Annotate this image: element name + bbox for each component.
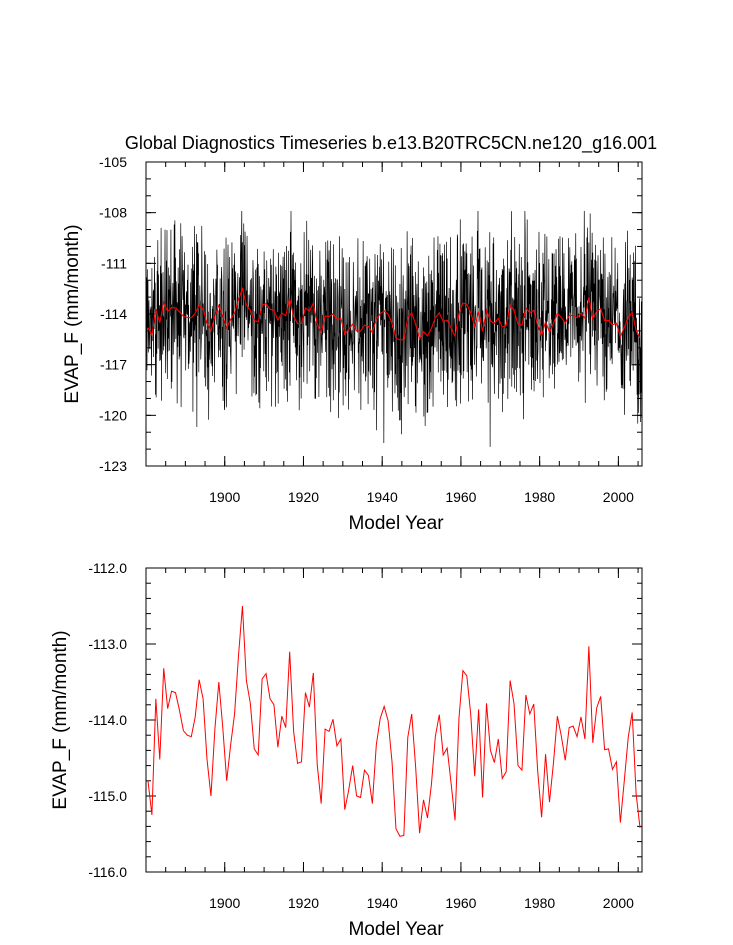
annual-mean-line-top bbox=[147, 286, 641, 341]
y-tick-label: -111 bbox=[101, 255, 127, 271]
y-tick-label: -114 bbox=[100, 306, 127, 322]
y-axis-title: EVAP_F (mm/month) bbox=[62, 224, 83, 403]
x-tick-label: 1940 bbox=[367, 895, 398, 911]
x-tick-label: 1920 bbox=[288, 895, 319, 911]
y-tick-label: -123 bbox=[99, 458, 127, 474]
x-tick-label: 2000 bbox=[603, 489, 634, 505]
x-tick-label: 1900 bbox=[209, 489, 240, 505]
y-tick-label: -113.0 bbox=[88, 636, 127, 652]
y-tick-label: -117 bbox=[100, 357, 127, 373]
x-tick-label: 1960 bbox=[445, 895, 476, 911]
x-axis-title: Model Year bbox=[348, 513, 444, 534]
y-tick-label: -115.0 bbox=[88, 788, 127, 804]
y-tick-label: -116.0 bbox=[88, 864, 127, 880]
chart-title: Global Diagnostics Timeseries b.e13.B20T… bbox=[125, 133, 657, 154]
annual-mean-line bbox=[147, 605, 641, 837]
bottom-annual-panel: 1900 1920 1940 1960 1980 2000 -112.0 -113.0 -114… bbox=[50, 560, 643, 940]
x-tick-label: 1920 bbox=[288, 489, 319, 505]
x-axis-title: Model Year bbox=[348, 919, 444, 940]
monthly-series-line bbox=[145, 210, 643, 447]
y-tick-label: -114.0 bbox=[88, 712, 127, 728]
x-tick-label: 2000 bbox=[603, 895, 634, 911]
y-tick-label: -112.0 bbox=[88, 560, 127, 576]
y-tick-label: -108 bbox=[99, 205, 127, 221]
x-tick-label: 1960 bbox=[445, 489, 476, 505]
y-tick-label: -120 bbox=[99, 407, 127, 423]
x-tick-label: 1900 bbox=[209, 895, 240, 911]
y-tick-label: -105 bbox=[99, 154, 127, 170]
x-tick-label: 1940 bbox=[367, 489, 398, 505]
top-timeseries-panel: 1900 1920 1940 1960 1980 2000 -105 -108 -111 -114… bbox=[62, 154, 643, 534]
y-axis-title: EVAP_F (mm/month) bbox=[50, 630, 71, 809]
x-tick-label: 1980 bbox=[524, 895, 555, 911]
x-tick-label: 1980 bbox=[524, 489, 555, 505]
plot-frame bbox=[145, 567, 643, 873]
